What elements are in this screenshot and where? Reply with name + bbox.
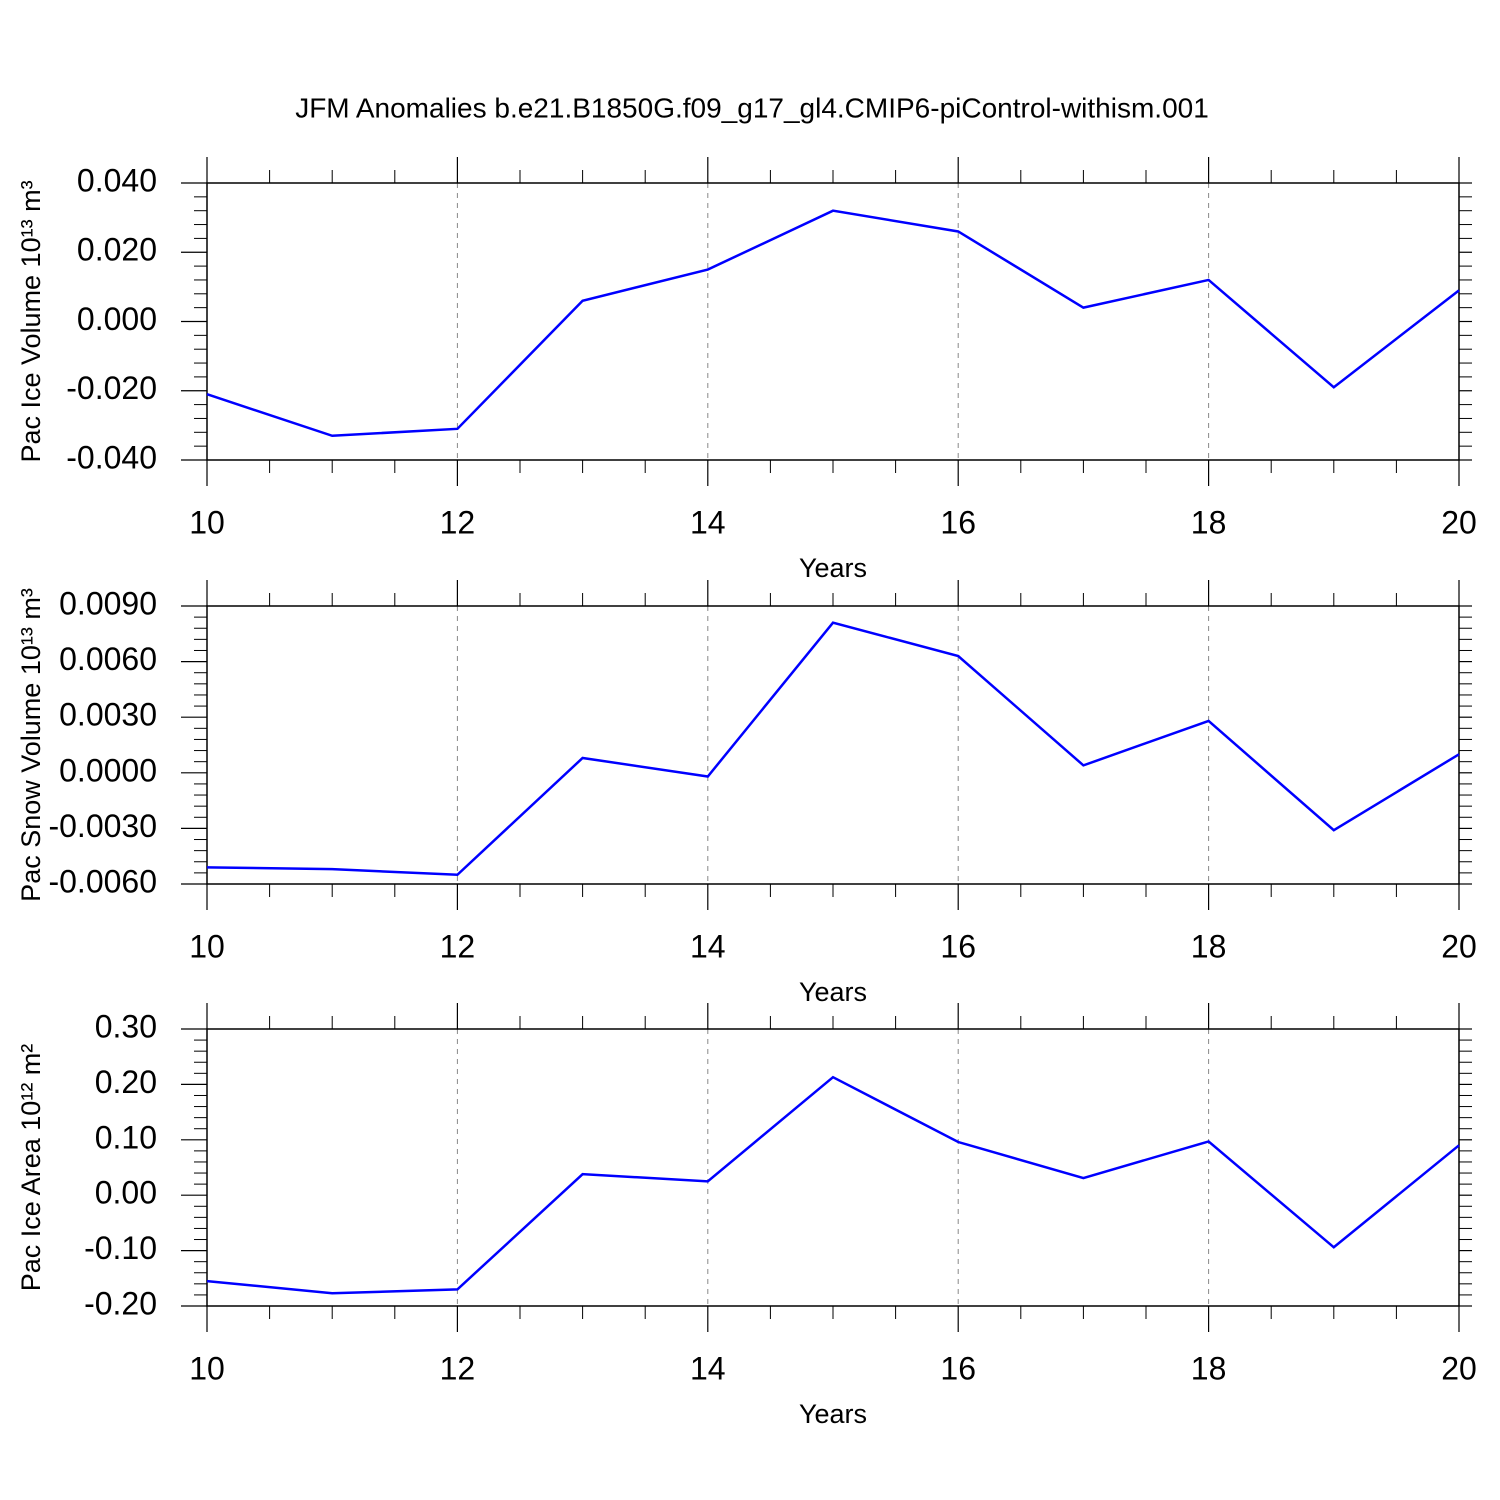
figure-title: JFM Anomalies b.e21.B1850G.f09_g17_gl4.C… <box>295 92 1209 123</box>
x-tick-label: 12 <box>440 504 476 540</box>
x-tick-label: 12 <box>440 1350 476 1386</box>
x-tick-label: 10 <box>189 504 225 540</box>
y-axis-label: Pac Ice Volume 10¹³ m³ <box>16 180 46 462</box>
x-tick-label: 18 <box>1191 1350 1227 1386</box>
y-axis-label: Pac Ice Area 10¹² m² <box>16 1044 46 1292</box>
x-tick-label: 16 <box>940 928 976 964</box>
x-tick-label: 14 <box>690 1350 726 1386</box>
y-tick-label: 0.00 <box>95 1175 157 1211</box>
x-tick-label: 14 <box>690 504 726 540</box>
y-tick-label: -0.10 <box>84 1230 157 1266</box>
y-tick-label: -0.040 <box>66 439 157 475</box>
x-tick-label: 16 <box>940 1350 976 1386</box>
y-tick-label: 0.040 <box>77 162 157 198</box>
y-tick-label: 0.10 <box>95 1119 157 1155</box>
plot-frame <box>206 182 1460 461</box>
x-tick-label: 20 <box>1441 1350 1477 1386</box>
y-tick-label: 0.0030 <box>59 697 157 733</box>
x-tick-label: 18 <box>1191 928 1227 964</box>
y-tick-label: 0.0060 <box>59 641 157 677</box>
y-tick-label: 0.020 <box>77 232 157 268</box>
y-tick-label: -0.0030 <box>48 808 157 844</box>
x-tick-label: 14 <box>690 928 726 964</box>
y-axis-label: Pac Snow Volume 10¹³ m³ <box>16 588 46 902</box>
data-line <box>206 1075 1460 1295</box>
x-axis-label: Years <box>799 553 867 583</box>
x-tick-label: 10 <box>189 928 225 964</box>
y-tick-label: -0.020 <box>66 370 157 406</box>
x-tick-label: 20 <box>1441 928 1477 964</box>
plot-frame <box>206 1028 1460 1307</box>
y-tick-label: 0.0090 <box>59 585 157 621</box>
y-tick-label: 0.0000 <box>59 752 157 788</box>
x-tick-label: 10 <box>189 1350 225 1386</box>
x-axis-label: Years <box>799 977 867 1007</box>
y-tick-label: 0.30 <box>95 1008 157 1044</box>
y-tick-label: -0.20 <box>84 1285 157 1321</box>
data-line <box>206 621 1460 877</box>
y-tick-label: 0.000 <box>77 301 157 337</box>
plot-frame <box>206 605 1460 885</box>
data-line <box>206 209 1460 438</box>
x-tick-label: 18 <box>1191 504 1227 540</box>
x-tick-label: 16 <box>940 504 976 540</box>
x-tick-label: 20 <box>1441 504 1477 540</box>
x-tick-label: 12 <box>440 928 476 964</box>
y-tick-label: -0.0060 <box>48 863 157 899</box>
y-tick-label: 0.20 <box>95 1064 157 1100</box>
x-axis-label: Years <box>799 1399 867 1429</box>
